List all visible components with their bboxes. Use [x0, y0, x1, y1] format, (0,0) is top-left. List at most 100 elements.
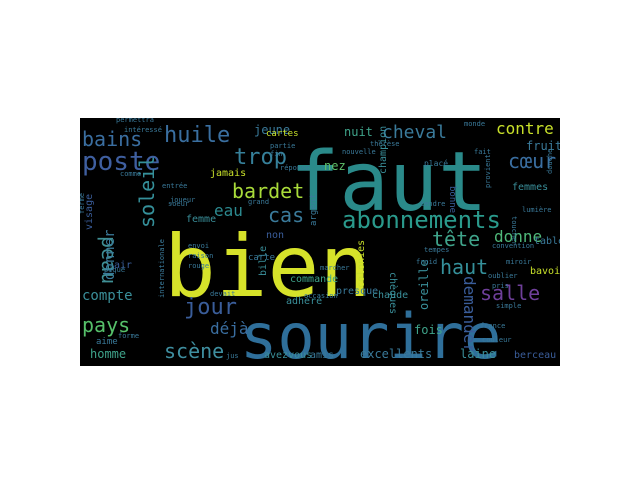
word-fait: fait: [474, 148, 491, 156]
word-c-ur: cœur: [508, 149, 556, 173]
word-jamais: jamais: [210, 168, 246, 179]
word-occasion: occasion: [304, 292, 338, 300]
word-ch-ques: chèques: [387, 272, 399, 314]
word-partie: partie: [270, 142, 295, 150]
word-demander: demander: [460, 276, 479, 353]
word-jeune: jeune: [254, 123, 290, 137]
word-cloud-background: [80, 118, 560, 366]
word-air: air: [114, 260, 132, 271]
word-amis: amis: [310, 350, 334, 361]
word-presque: presque: [336, 286, 378, 297]
word-convention: convention: [492, 242, 534, 250]
word-bille: bille: [258, 246, 269, 276]
word-bains: bains: [82, 127, 142, 151]
word-non: non: [266, 230, 284, 241]
word-argent: argent: [309, 193, 319, 226]
word-nouvelle: nouvelle: [342, 148, 376, 156]
word-donner: donner: [102, 229, 118, 280]
word-provient: provient: [484, 154, 492, 188]
word-cheval: cheval: [382, 122, 447, 143]
word-marcher: marcher: [320, 264, 350, 272]
word-tendre: tendre: [420, 200, 445, 208]
word-tempes: tempes: [424, 246, 449, 254]
word-nez: nez: [324, 159, 346, 173]
word-trop: trop: [234, 145, 287, 170]
word-envoi: envoi: [188, 242, 209, 250]
word-grand: grand: [248, 198, 269, 206]
word-avezvous: avezvous: [264, 350, 312, 361]
word-adh-r-: adhéré: [286, 295, 322, 307]
word-salle: salle: [480, 281, 540, 305]
word-sourire: sourire: [240, 300, 501, 366]
word-peau: peau: [97, 236, 121, 284]
word-excellents: excellents: [360, 347, 432, 361]
word-femmes: femmes: [512, 182, 548, 193]
word-cas: cas: [268, 203, 304, 227]
word-compte: compte: [82, 288, 133, 304]
word-t-te: tête: [432, 227, 480, 251]
word-contre: contre: [496, 119, 554, 138]
word-int-ress-: intéressé: [124, 126, 162, 134]
word-eau: eau: [214, 201, 243, 220]
word-fois: fois: [414, 323, 443, 337]
word-commande: commande: [290, 274, 338, 285]
word-faut: faut: [290, 135, 487, 230]
word-chaude: chaude: [372, 290, 408, 301]
word-froid: froid: [416, 258, 437, 266]
word-homme: homme: [90, 347, 126, 361]
word-comme: comme: [120, 170, 141, 178]
word-france: france: [480, 322, 505, 330]
word-pris: pris: [492, 282, 509, 290]
word-ferme: ferme: [80, 193, 86, 214]
word-forme: forme: [118, 332, 139, 340]
word-poste: poste: [82, 147, 160, 177]
word-oublier: oublier: [488, 272, 518, 280]
word-couleur: couleur: [482, 336, 512, 344]
word-oreille: oreille: [417, 259, 431, 310]
word-colonies: colonies: [356, 240, 367, 288]
word-donne: donne: [494, 227, 542, 246]
word-r-ponse: réponse: [280, 164, 310, 172]
word-toucher: toucher: [510, 216, 518, 246]
word-simple: simple: [496, 302, 521, 310]
word-jus: jus: [226, 352, 239, 360]
word-devait: devait: [210, 290, 235, 298]
word-piqu-: piqué: [104, 266, 125, 274]
word-rouge: rouge: [188, 262, 209, 270]
word-monde: monde: [464, 120, 485, 128]
word-lumi-re: lumière: [522, 206, 552, 214]
word-th-r-se: thérèse: [370, 140, 400, 148]
word-d-j-: déjà: [210, 319, 249, 338]
word-fin: fin: [270, 150, 283, 158]
word-bavoir: bavoir: [530, 266, 560, 277]
word-entr-e: entrée: [162, 182, 187, 190]
word-soleil: soleil: [135, 156, 159, 228]
word-miroir: miroir: [506, 258, 531, 266]
word-visage: visage: [84, 194, 95, 230]
word-cartes: cartes: [266, 129, 299, 139]
word-champion: champion: [378, 126, 389, 174]
word-internationale: internationale: [158, 239, 166, 298]
word-cloud: faut bien sourire abonnements poste huile trop…: [80, 118, 560, 366]
word-abonnements: abonnements: [342, 206, 501, 234]
word-sc-ne: scène: [164, 339, 224, 363]
word-femme: femme: [186, 214, 216, 225]
word-berceau: berceau: [514, 350, 556, 361]
word-nuit: nuit: [344, 125, 373, 139]
word-plac-: placé: [424, 158, 448, 168]
word-douche: douche: [546, 149, 554, 174]
word-fruits: fruits: [526, 139, 560, 153]
word-bonne: bonne: [447, 186, 457, 213]
word-aime: aime: [96, 337, 118, 347]
word-haut: haut: [440, 255, 488, 279]
word-carte: carte: [248, 253, 275, 263]
word-bardet: bardet: [232, 179, 304, 203]
word-permettra: permettra: [116, 118, 154, 124]
word-pays: pays: [82, 313, 130, 337]
word-huile: huile: [164, 123, 230, 148]
word-soeur: soeur: [168, 200, 189, 208]
word-table: table: [534, 236, 560, 247]
word-bien: bien: [164, 217, 371, 317]
word-jour: jour: [184, 295, 237, 320]
